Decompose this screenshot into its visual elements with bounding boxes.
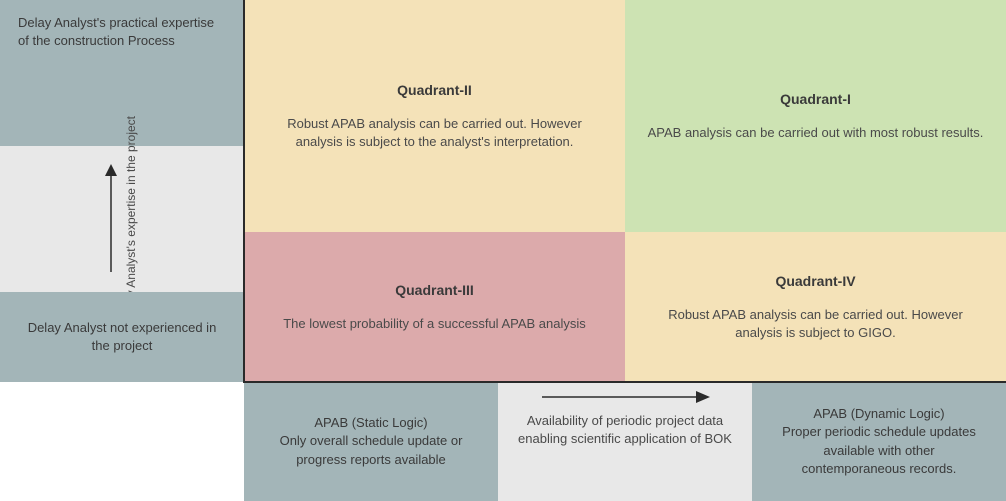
y-axis-top-text: Delay Analyst's practical expertise of t… — [18, 14, 226, 50]
quadrant-3-title: Quadrant-III — [395, 281, 474, 301]
x-axis-left-label: APAB (Static Logic) Only overall schedul… — [244, 382, 498, 501]
quadrant-1-text: APAB analysis can be carried out with mo… — [648, 124, 984, 142]
x-axis-middle-label: Availability of periodic project data en… — [516, 412, 734, 448]
y-axis-bottom-text: Delay Analyst not experienced in the pro… — [18, 319, 226, 355]
arrow-up-icon — [104, 164, 118, 274]
quadrant-4-title: Quadrant-IV — [775, 272, 855, 292]
x-axis-right-text: Proper periodic schedule updates availab… — [770, 423, 988, 478]
x-axis-line — [243, 381, 1006, 383]
quadrant-4-text: Robust APAB analysis can be carried out.… — [643, 306, 988, 342]
x-axis-left-text: Only overall schedule update or progress… — [262, 432, 480, 468]
y-axis-arrow-group: Delay Analyst's expertise in the project — [104, 116, 140, 321]
x-axis-left-title: APAB (Static Logic) — [314, 414, 427, 432]
quadrant-3-text: The lowest probability of a successful A… — [283, 315, 586, 333]
x-axis-right-title: APAB (Dynamic Logic) — [813, 405, 944, 423]
arrow-right-icon — [540, 390, 710, 404]
y-axis-middle: Delay Analyst's expertise in the project — [0, 146, 244, 292]
quadrant-1-title: Quadrant-I — [780, 90, 851, 110]
quadrant-2: Quadrant-II Robust APAB analysis can be … — [244, 0, 625, 232]
quadrant-2-text: Robust APAB analysis can be carried out.… — [262, 115, 607, 151]
y-axis-bottom-label: Delay Analyst not experienced in the pro… — [0, 292, 244, 382]
quadrant-4: Quadrant-IV Robust APAB analysis can be … — [625, 232, 1006, 382]
x-axis-right-label: APAB (Dynamic Logic) Proper periodic sch… — [752, 382, 1006, 501]
y-axis-line — [243, 0, 245, 382]
x-axis-middle: Availability of periodic project data en… — [498, 382, 752, 501]
quadrant-diagram: Delay Analyst's practical expertise of t… — [0, 0, 1006, 501]
quadrant-3: Quadrant-III The lowest probability of a… — [244, 232, 625, 382]
quadrant-2-title: Quadrant-II — [397, 81, 472, 101]
quadrant-1: Quadrant-I APAB analysis can be carried … — [625, 0, 1006, 232]
y-axis-middle-label: Delay Analyst's expertise in the project — [124, 116, 140, 321]
x-axis-arrow-wrap — [540, 390, 710, 404]
